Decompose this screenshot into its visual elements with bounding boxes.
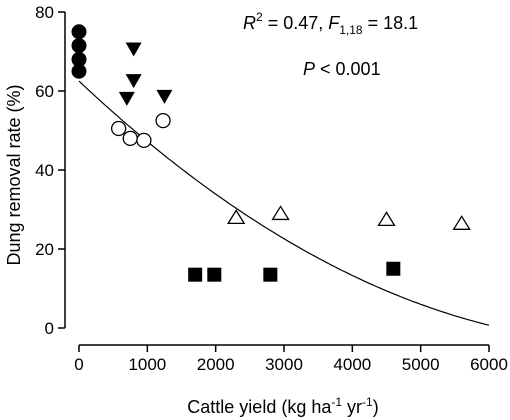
- data-point-filled-circle: [71, 51, 87, 67]
- data-point-filled-triangle-down: [156, 89, 173, 104]
- data-point-open-triangle-up: [227, 209, 246, 225]
- data-point-open-circle: [155, 112, 171, 129]
- x-tick-label: 2000: [197, 355, 235, 374]
- p-value: < 0.001: [315, 59, 381, 79]
- y-tick-label: 0: [45, 319, 54, 338]
- stat-annotation-line1: R2 = 0.47, F1,18 = 18.1: [243, 10, 418, 37]
- f-subscript: 1,18: [339, 23, 363, 37]
- r-symbol: R: [243, 13, 256, 33]
- x-tick-label: 6000: [470, 355, 508, 374]
- y-axis-label: Dung removal rate (%): [4, 84, 24, 265]
- data-point-open-circle: [110, 120, 127, 137]
- data-point-open-circle: [136, 132, 152, 149]
- data-point-filled-circle: [71, 38, 87, 54]
- y-tick-label: 20: [35, 240, 54, 259]
- data-point-open-triangle-up: [377, 211, 396, 227]
- x-axis-label-text: Cattle yield (kg ha: [187, 397, 332, 417]
- data-point-open-triangle-up: [452, 215, 471, 230]
- x-ticks: 0 1000 2000 3000 4000 5000 6000: [74, 345, 508, 374]
- fit-curve: [78, 80, 490, 326]
- r-value: = 0.47,: [263, 13, 329, 33]
- x-axis-label-mid: yr: [342, 397, 362, 417]
- x-tick-label: 4000: [333, 355, 371, 374]
- f-symbol: F: [328, 13, 340, 33]
- data-point-filled-triangle-down: [125, 42, 142, 57]
- data-point-filled-square: [263, 267, 278, 282]
- y-ticks: 0 20 40 60 80: [35, 3, 65, 338]
- data-point-filled-circle: [71, 24, 87, 40]
- stat-annotation-line2: P < 0.001: [303, 59, 381, 79]
- y-tick-label: 60: [35, 82, 54, 101]
- data-point-open-circle: [122, 130, 138, 147]
- x-axis: 0 1000 2000 3000 4000 5000 6000: [74, 344, 508, 374]
- data-point-filled-circle: [71, 63, 87, 79]
- x-axis-label-exp1: -1: [331, 395, 342, 409]
- data-point-filled-square: [188, 267, 203, 282]
- data-point-open-triangle-up: [271, 205, 290, 221]
- y-tick-label: 80: [35, 3, 54, 22]
- data-point-filled-square: [386, 261, 401, 276]
- y-tick-label: 40: [35, 161, 54, 180]
- x-axis-label-close: ): [373, 397, 379, 417]
- data-points: [71, 24, 471, 282]
- x-tick-label: 3000: [265, 355, 303, 374]
- x-tick-label: 5000: [402, 355, 440, 374]
- x-tick-label: 1000: [128, 355, 166, 374]
- data-point-filled-triangle-down: [118, 91, 135, 106]
- data-point-filled-triangle-down: [125, 74, 142, 89]
- data-point-filled-square: [207, 267, 222, 282]
- x-axis-label: Cattle yield (kg ha-1 yr-1): [187, 395, 378, 417]
- p-symbol: P: [303, 59, 315, 79]
- x-tick-label: 0: [74, 355, 83, 374]
- y-axis: 0 20 40 60 80: [35, 3, 66, 338]
- f-value: = 18.1: [363, 13, 419, 33]
- x-axis-label-exp2: -1: [362, 395, 373, 409]
- r-exponent: 2: [256, 10, 263, 24]
